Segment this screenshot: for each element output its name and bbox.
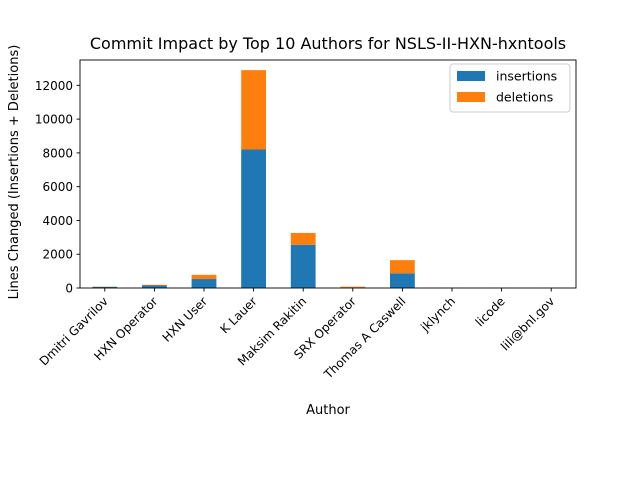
bar-insertions-0 [92, 286, 118, 288]
bar-deletions-6 [390, 260, 415, 274]
x-tick-label: lili@bnl.gov [498, 294, 557, 353]
legend-swatch-insertions [457, 71, 485, 81]
y-tick-label: 8000 [42, 146, 73, 160]
bar-deletions-5 [340, 286, 366, 288]
x-tick-label: Thomas A Caswell [321, 294, 409, 382]
axes-frame [79, 59, 577, 289]
bar-insertions-6 [390, 273, 415, 288]
legend-label-deletions: deletions [496, 90, 553, 105]
x-axis-label: Author [306, 403, 350, 418]
x-tick-label: licode [473, 294, 508, 329]
x-tick-label: K Lauer [218, 294, 260, 336]
legend-label-insertions: insertions [496, 69, 557, 84]
bar-insertions-1 [142, 285, 167, 288]
bar-insertions-4 [290, 244, 316, 288]
bar-deletions-4 [290, 232, 316, 245]
bar-deletions-1 [142, 284, 167, 286]
y-tick-label: 0 [65, 282, 73, 296]
bar-deletions-2 [191, 274, 217, 280]
chart-title: Commit Impact by Top 10 Authors for NSLS… [90, 34, 566, 53]
bar-insertions-2 [191, 279, 217, 288]
y-tick-label: 4000 [42, 214, 73, 228]
y-tick-label: 6000 [42, 180, 73, 194]
y-tick-label: 12000 [35, 79, 73, 93]
y-tick-label: 2000 [42, 248, 73, 262]
y-axis-label: Lines Changed (Insertions + Deletions) [7, 45, 22, 300]
bar-insertions-3 [241, 149, 266, 288]
legend-swatch-deletions [457, 92, 485, 102]
x-tick-label: HXN User [160, 294, 211, 345]
x-tick-label: jklynch [417, 294, 458, 335]
y-tick-label: 10000 [35, 113, 73, 127]
legend: insertions deletions [449, 63, 571, 113]
bar-deletions-3 [241, 70, 266, 150]
